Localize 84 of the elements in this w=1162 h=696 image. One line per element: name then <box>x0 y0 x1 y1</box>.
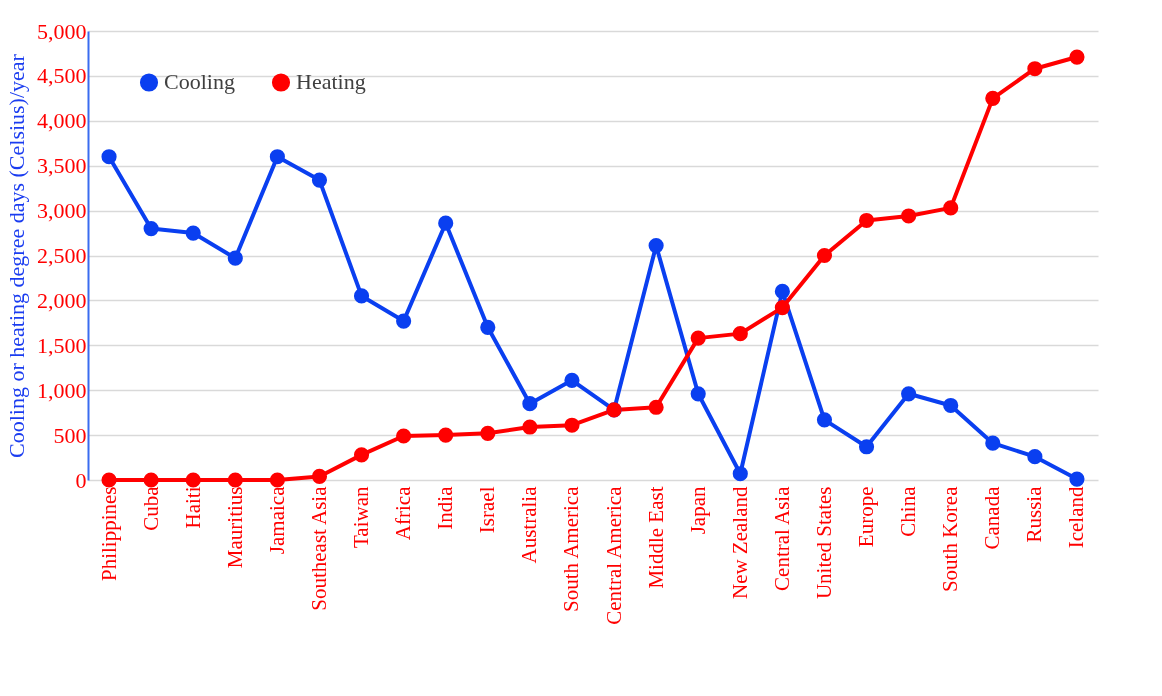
point <box>774 300 790 316</box>
x-tick-label: South America <box>559 485 584 612</box>
point <box>311 172 328 188</box>
point <box>985 435 1001 451</box>
point <box>438 215 454 231</box>
point <box>101 149 117 165</box>
legend-label: Heating <box>296 69 366 95</box>
x-tick-label: Europe <box>854 486 879 548</box>
x-tick-label: New Zealand <box>727 486 752 600</box>
point <box>858 212 875 229</box>
x-tick-label: Canada <box>980 485 1005 550</box>
point <box>101 472 117 488</box>
y-tick-label: 3,500 <box>37 153 87 179</box>
point <box>690 330 706 346</box>
x-tick-label: Russia <box>1022 485 1047 543</box>
y-axis-title: Cooling or heating degree days (Celsius)/year <box>4 53 29 458</box>
legend-label: Cooling <box>164 69 235 95</box>
x-tick-label: India <box>433 485 458 530</box>
point <box>732 466 748 482</box>
y-tick-label: 0 <box>75 467 87 493</box>
x-tick-label: Israel <box>475 486 500 534</box>
point <box>858 439 875 455</box>
point <box>690 386 706 402</box>
point <box>1069 471 1085 487</box>
point <box>396 428 412 444</box>
x-tick-label: Taiwan <box>349 486 374 549</box>
point <box>774 283 790 299</box>
x-tick-label: Central America <box>601 485 626 625</box>
x-tick-label: Africa <box>391 485 416 541</box>
point <box>564 417 580 433</box>
x-tick-label: Iceland <box>1064 486 1089 549</box>
x-tick-label: Cuba <box>138 485 163 531</box>
point <box>943 397 959 414</box>
point <box>269 472 285 488</box>
y-tick-label: 500 <box>53 422 87 448</box>
point <box>943 200 959 216</box>
point <box>185 472 201 488</box>
point <box>143 220 159 237</box>
point <box>522 396 538 412</box>
point <box>438 427 454 443</box>
point <box>648 238 664 254</box>
point <box>1027 449 1043 465</box>
point <box>269 149 285 165</box>
x-tick-label: Japan <box>685 486 710 535</box>
point <box>311 468 328 484</box>
point <box>564 372 580 388</box>
point <box>353 447 370 463</box>
y-tick-label: 1,500 <box>37 332 87 358</box>
y-tick-label: 2,500 <box>37 243 87 268</box>
point <box>732 326 748 342</box>
x-tick-label: Haiti <box>180 486 205 529</box>
point <box>396 313 412 329</box>
x-tick-label: Middle East <box>643 486 668 589</box>
y-tick-label: 1,000 <box>37 377 87 403</box>
point <box>816 412 833 428</box>
x-tick-label: Australia <box>517 485 542 564</box>
y-tick-label: 4,500 <box>37 63 87 89</box>
x-tick-label: Central Asia <box>769 485 794 591</box>
x-tick-label: Southeast Asia <box>306 485 331 611</box>
point <box>901 208 917 224</box>
x-tick-label: South Korea <box>938 485 963 593</box>
y-tick-label: 2,000 <box>37 287 87 313</box>
point <box>143 472 159 488</box>
point <box>648 399 664 415</box>
point <box>1027 61 1043 77</box>
point <box>227 472 243 488</box>
y-tick-label: 4,000 <box>37 108 87 134</box>
x-tick-label: Jamaica <box>264 485 289 555</box>
y-tick-label: 3,000 <box>37 198 87 224</box>
x-tick-label: China <box>896 485 921 537</box>
x-tick-label: Mauritius <box>222 486 247 569</box>
point <box>353 288 370 304</box>
point <box>185 225 201 241</box>
point <box>901 386 917 402</box>
point <box>522 419 538 435</box>
point <box>985 90 1001 106</box>
point <box>227 250 243 266</box>
point <box>480 319 496 335</box>
point <box>1069 49 1085 65</box>
y-tick-label: 5,000 <box>37 18 87 44</box>
x-tick-label: United States <box>811 486 836 600</box>
point <box>816 247 833 264</box>
point <box>480 425 496 441</box>
x-tick-label: Philippines <box>96 486 121 582</box>
